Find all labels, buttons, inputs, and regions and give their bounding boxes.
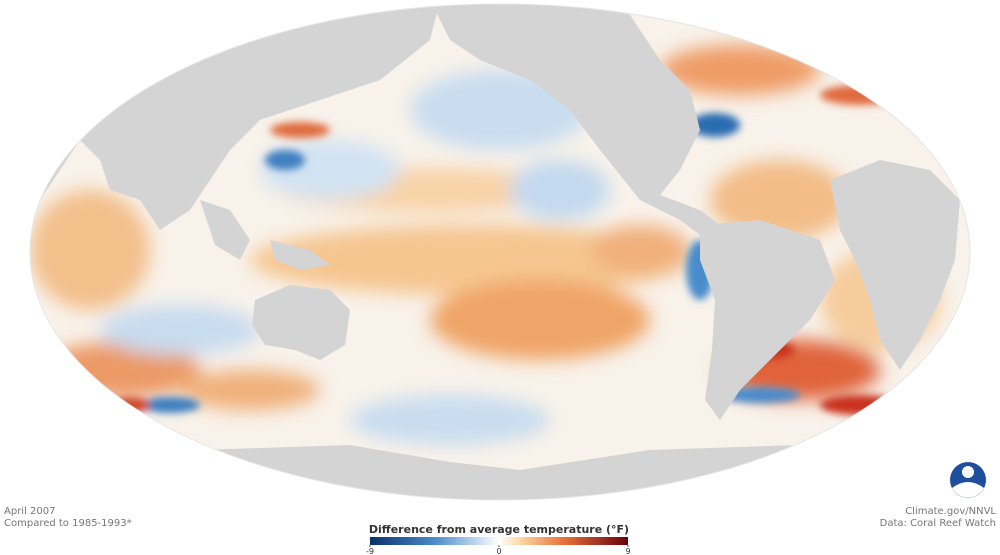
legend-tick-label: -9 (366, 547, 374, 555)
noaa-logo (950, 462, 986, 498)
legend: Difference from average temperature (°F)… (366, 523, 631, 555)
color-scale (370, 537, 628, 545)
globe-outline (29, 3, 971, 501)
legend-tick-label: 9 (625, 547, 630, 555)
legend-title: Difference from average temperature (°F) (369, 523, 629, 536)
baseline: Compared to 1985-1993* (4, 518, 132, 529)
legend-tick-label: 0 (496, 547, 501, 555)
source: Data: Coral Reef Watch (880, 518, 996, 529)
credit: Climate.gov/NNVL (905, 506, 996, 517)
date: April 2007 (4, 506, 55, 517)
